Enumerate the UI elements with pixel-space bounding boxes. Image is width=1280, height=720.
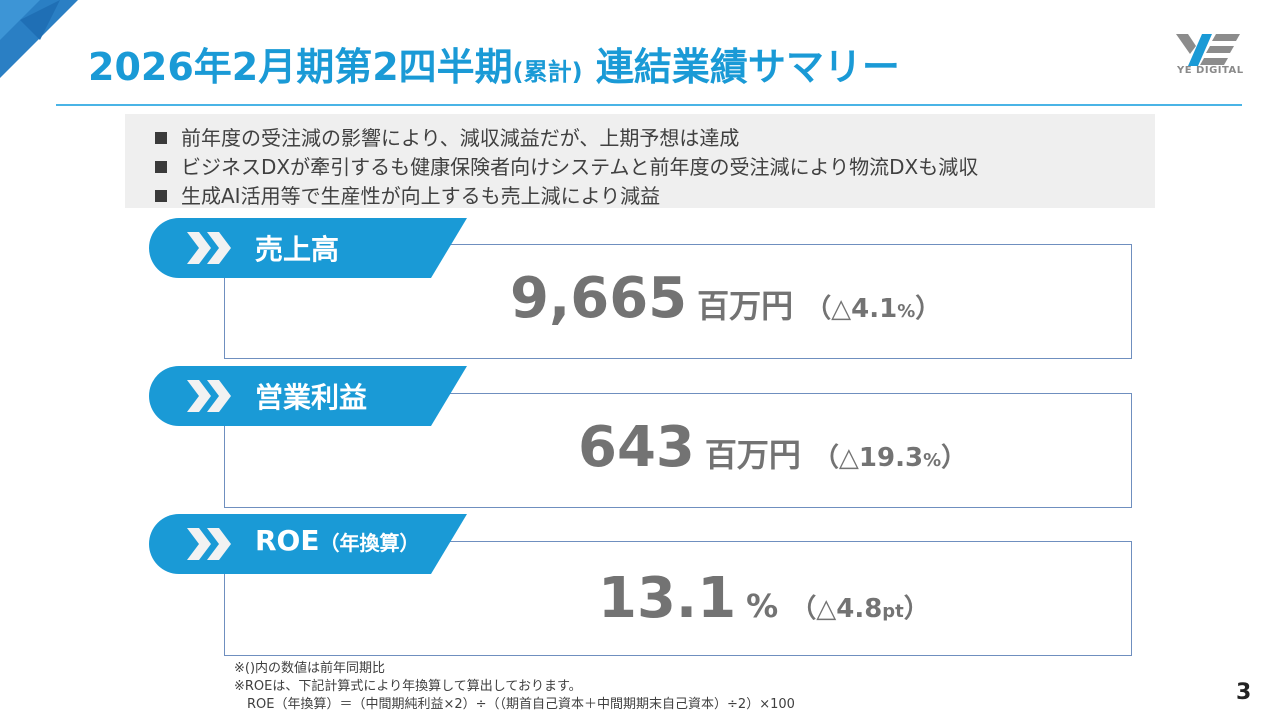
change-unit: %: [923, 450, 942, 471]
kpi-label: 売上高: [255, 228, 339, 268]
footnote: ※ROEは、下記計算式により年換算して算出しております。: [234, 679, 582, 694]
footnote: ※()内の数値は前年同期比: [234, 661, 386, 676]
summary-text: 前年度の受注減の影響により、減収減益だが、上期予想は達成: [181, 126, 740, 150]
tag-shape: [149, 366, 467, 426]
kpi-tag-roe: ROE（年換算）: [149, 514, 467, 574]
tag-shape: [149, 218, 467, 278]
kpi-label-sub: （年換算）: [319, 531, 420, 555]
corner-decoration: [0, 0, 78, 78]
page-number: 3: [1236, 680, 1252, 705]
summary-text: ビジネスDXが牽引するも健康保険者向けシステムと前年度の受注減により物流DXも減…: [181, 155, 979, 179]
summary-text: 生成AI活用等で生産性が向上するも売上減により減益: [181, 184, 661, 208]
change-close: ）: [941, 443, 968, 473]
double-chevron-icon: [187, 380, 231, 412]
footnote-formula: ROE（年換算）＝（中間期純利益×2）÷（（期首自己資本＋中間期期末自己資本）÷…: [234, 697, 795, 712]
kpi-change: （△4.1%）: [805, 294, 941, 324]
kpi-label-text: ROE: [255, 524, 320, 557]
ye-digital-logo-icon: [1176, 34, 1240, 66]
logo-text: YE DIGITAL: [1177, 65, 1244, 76]
kpi-label: 営業利益: [255, 376, 367, 416]
page-title: 2026年2月期第2四半期(累計) 連結業績サマリー: [88, 36, 900, 91]
kpi-label-text: 売上高: [255, 233, 340, 266]
square-bullet-icon: [155, 190, 167, 202]
kpi-change: （△19.3%）: [813, 443, 967, 473]
kpi-tag-sales: 売上高: [149, 218, 467, 278]
tag-shape: [149, 514, 467, 574]
kpi-number: 9,665: [510, 266, 688, 331]
change-value: （△4.8: [790, 594, 883, 624]
title-paren: (累計): [512, 58, 583, 86]
double-chevron-icon: [187, 528, 231, 560]
title-tail: 連結業績サマリー: [582, 45, 900, 89]
kpi-unit: %: [746, 587, 779, 625]
title-divider: [56, 104, 1242, 106]
double-chevron-icon: [187, 232, 231, 264]
kpi-value-roe: 13.1% （△4.8pt）: [598, 566, 930, 631]
square-bullet-icon: [155, 161, 167, 173]
title-main: 2026年2月期第2四半期: [88, 45, 513, 89]
kpi-change: （△4.8pt）: [790, 594, 930, 624]
kpi-value-sales: 9,665 百万円 （△4.1%）: [510, 266, 941, 331]
kpi-number: 643: [578, 415, 695, 480]
kpi-unit: 百万円: [697, 287, 794, 325]
summary-bullet: ビジネスDXが牽引するも健康保険者向けシステムと前年度の受注減により物流DXも減…: [155, 151, 978, 180]
summary-bullet: 前年度の受注減の影響により、減収減益だが、上期予想は達成: [155, 122, 739, 151]
kpi-tag-operating-profit: 営業利益: [149, 366, 467, 426]
footnotes: ※()内の数値は前年同期比 ※ROEは、下記計算式により年換算して算出しておりま…: [234, 660, 795, 714]
change-unit: pt: [882, 601, 904, 622]
kpi-value-operating-profit: 643 百万円 （△19.3%）: [578, 415, 967, 480]
summary-bullet: 生成AI活用等で生産性が向上するも売上減により減益: [155, 180, 660, 209]
change-value: （△19.3: [812, 443, 924, 473]
change-close: ）: [903, 594, 930, 624]
kpi-number: 13.1: [598, 566, 737, 631]
change-close: ）: [915, 294, 942, 324]
change-unit: %: [897, 301, 916, 322]
kpi-label-text: 営業利益: [255, 381, 368, 414]
change-value: （△4.1: [805, 294, 898, 324]
summary-box: 前年度の受注減の影響により、減収減益だが、上期予想は達成 ビジネスDXが牽引する…: [125, 114, 1155, 208]
kpi-unit: 百万円: [704, 436, 801, 474]
kpi-label: ROE（年換算）: [255, 524, 420, 557]
square-bullet-icon: [155, 132, 167, 144]
